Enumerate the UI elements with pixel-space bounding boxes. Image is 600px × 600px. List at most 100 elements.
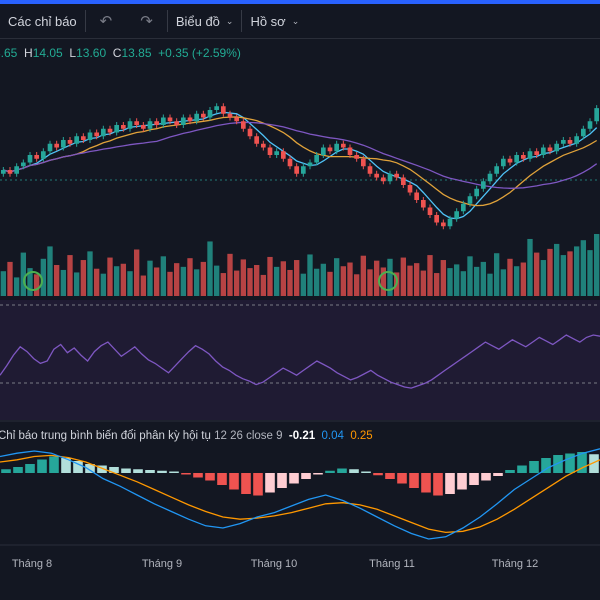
candle-body bbox=[21, 162, 26, 167]
macd-histogram-bar bbox=[577, 452, 587, 473]
rsi-background bbox=[0, 300, 600, 420]
time-axis-label: Tháng 12 bbox=[492, 558, 538, 570]
candle-body bbox=[187, 117, 193, 122]
indicators-label: Các chỉ báo bbox=[8, 13, 77, 29]
macd-histogram-bar bbox=[385, 473, 395, 479]
profile-label: Hồ sơ bbox=[250, 13, 286, 29]
indicators-button[interactable]: Các chỉ báo bbox=[0, 4, 85, 38]
macd-histogram-bar bbox=[169, 471, 179, 473]
candle-body bbox=[154, 121, 159, 125]
macd-histogram-bar bbox=[529, 461, 539, 473]
volume-bar bbox=[560, 255, 566, 296]
volume-bar bbox=[340, 266, 346, 296]
volume-bar bbox=[100, 273, 106, 296]
candle-body bbox=[514, 155, 519, 163]
macd-histogram-bar bbox=[265, 473, 275, 493]
macd-histogram-bar bbox=[421, 473, 431, 493]
signal-value: 0.04 bbox=[321, 430, 344, 442]
candle-body bbox=[127, 121, 133, 129]
candle-body bbox=[141, 125, 146, 129]
volume-bar bbox=[207, 241, 213, 296]
candle-body bbox=[521, 155, 526, 159]
volume-bar bbox=[107, 257, 113, 296]
volume-bar bbox=[60, 269, 66, 296]
volume-bar bbox=[507, 258, 513, 296]
volume-bar bbox=[200, 261, 206, 296]
time-axis: Tháng 8 Tháng 9 Tháng 10 Tháng 11 Tháng 12 bbox=[12, 558, 538, 570]
volume-bar bbox=[140, 275, 146, 296]
candle-body bbox=[501, 158, 506, 167]
candle-body bbox=[194, 113, 199, 122]
candle-body bbox=[107, 128, 113, 133]
volume-bar bbox=[314, 268, 320, 296]
volume-bar bbox=[534, 252, 540, 296]
macd-legend: Chỉ báo trung bình biến đổi phân kỳ hội … bbox=[0, 430, 373, 442]
candle-body bbox=[534, 151, 539, 155]
macd-histogram-bar bbox=[469, 473, 479, 485]
candle-body bbox=[547, 147, 553, 152]
volume-bar bbox=[87, 251, 93, 296]
volume-bars bbox=[0, 234, 600, 296]
candle-body bbox=[374, 173, 379, 178]
volume-bar bbox=[0, 271, 7, 296]
volume-bar bbox=[74, 272, 80, 296]
candle-body bbox=[334, 143, 339, 152]
candle-body bbox=[354, 155, 359, 159]
signal-marker bbox=[23, 271, 43, 291]
macd-histogram-bar bbox=[517, 465, 527, 473]
volume-bar bbox=[414, 263, 420, 296]
macd-params: 12 26 close 9 bbox=[214, 430, 283, 442]
candle-body bbox=[201, 113, 206, 118]
volume-bar bbox=[114, 266, 120, 296]
candle-body bbox=[481, 181, 486, 189]
macd-histogram-bar bbox=[589, 454, 599, 473]
volume-bar bbox=[380, 267, 386, 296]
macd-histogram-bar bbox=[145, 470, 155, 473]
macd-value: -0.21 bbox=[288, 430, 316, 442]
macd-histogram-bar bbox=[97, 465, 107, 473]
volume-bar bbox=[467, 256, 473, 296]
volume-bar bbox=[80, 260, 86, 296]
candle-body bbox=[214, 106, 219, 110]
toolbar: Các chỉ báo ↶ ↷ Biểu đồ ⌄ Hồ sơ ⌄ bbox=[0, 4, 600, 39]
candle-body bbox=[361, 158, 366, 167]
short-moving-average-line bbox=[3, 111, 598, 220]
candle-body bbox=[321, 147, 326, 155]
volume-bar bbox=[427, 255, 433, 296]
candle-body bbox=[414, 192, 419, 200]
candle-body bbox=[181, 117, 186, 125]
candle-body bbox=[234, 117, 239, 122]
macd-histogram-bar bbox=[313, 473, 323, 475]
macd-histogram-bar bbox=[433, 473, 443, 496]
ohlc-legend: 3.65 H14.05 L13.60 C13.85 +0.35 (+2.59%) bbox=[0, 46, 241, 60]
volume-bar bbox=[27, 268, 33, 296]
candle-body bbox=[1, 170, 6, 174]
volume-bar bbox=[54, 265, 60, 296]
macd-histogram-bar bbox=[445, 473, 455, 494]
volume-bar bbox=[514, 266, 520, 296]
volume-bar bbox=[334, 258, 340, 296]
histogram-value: 0.25 bbox=[350, 430, 373, 442]
volume-bar bbox=[180, 266, 186, 296]
candle-body bbox=[287, 158, 293, 167]
candle-body bbox=[541, 147, 546, 155]
profile-dropdown[interactable]: Hồ sơ ⌄ bbox=[242, 4, 307, 38]
volume-bar bbox=[247, 268, 253, 296]
candle-body bbox=[247, 128, 253, 137]
chart-type-dropdown[interactable]: Biểu đồ ⌄ bbox=[168, 4, 242, 38]
candle-body bbox=[314, 155, 319, 163]
signal-line bbox=[0, 454, 600, 534]
redo-button[interactable]: ↷ bbox=[126, 4, 167, 38]
volume-bar bbox=[134, 249, 140, 296]
macd-histogram-bar bbox=[193, 473, 203, 478]
candle-body bbox=[587, 121, 593, 129]
volume-bar bbox=[520, 262, 526, 296]
undo-button[interactable]: ↶ bbox=[86, 4, 127, 38]
volume-bar bbox=[327, 271, 333, 296]
candle-body bbox=[527, 151, 533, 159]
macd-histogram-bar bbox=[181, 473, 191, 475]
toolbar-divider bbox=[166, 10, 168, 32]
macd-histogram-bar bbox=[229, 473, 239, 490]
macd-histogram-bar bbox=[277, 473, 287, 488]
